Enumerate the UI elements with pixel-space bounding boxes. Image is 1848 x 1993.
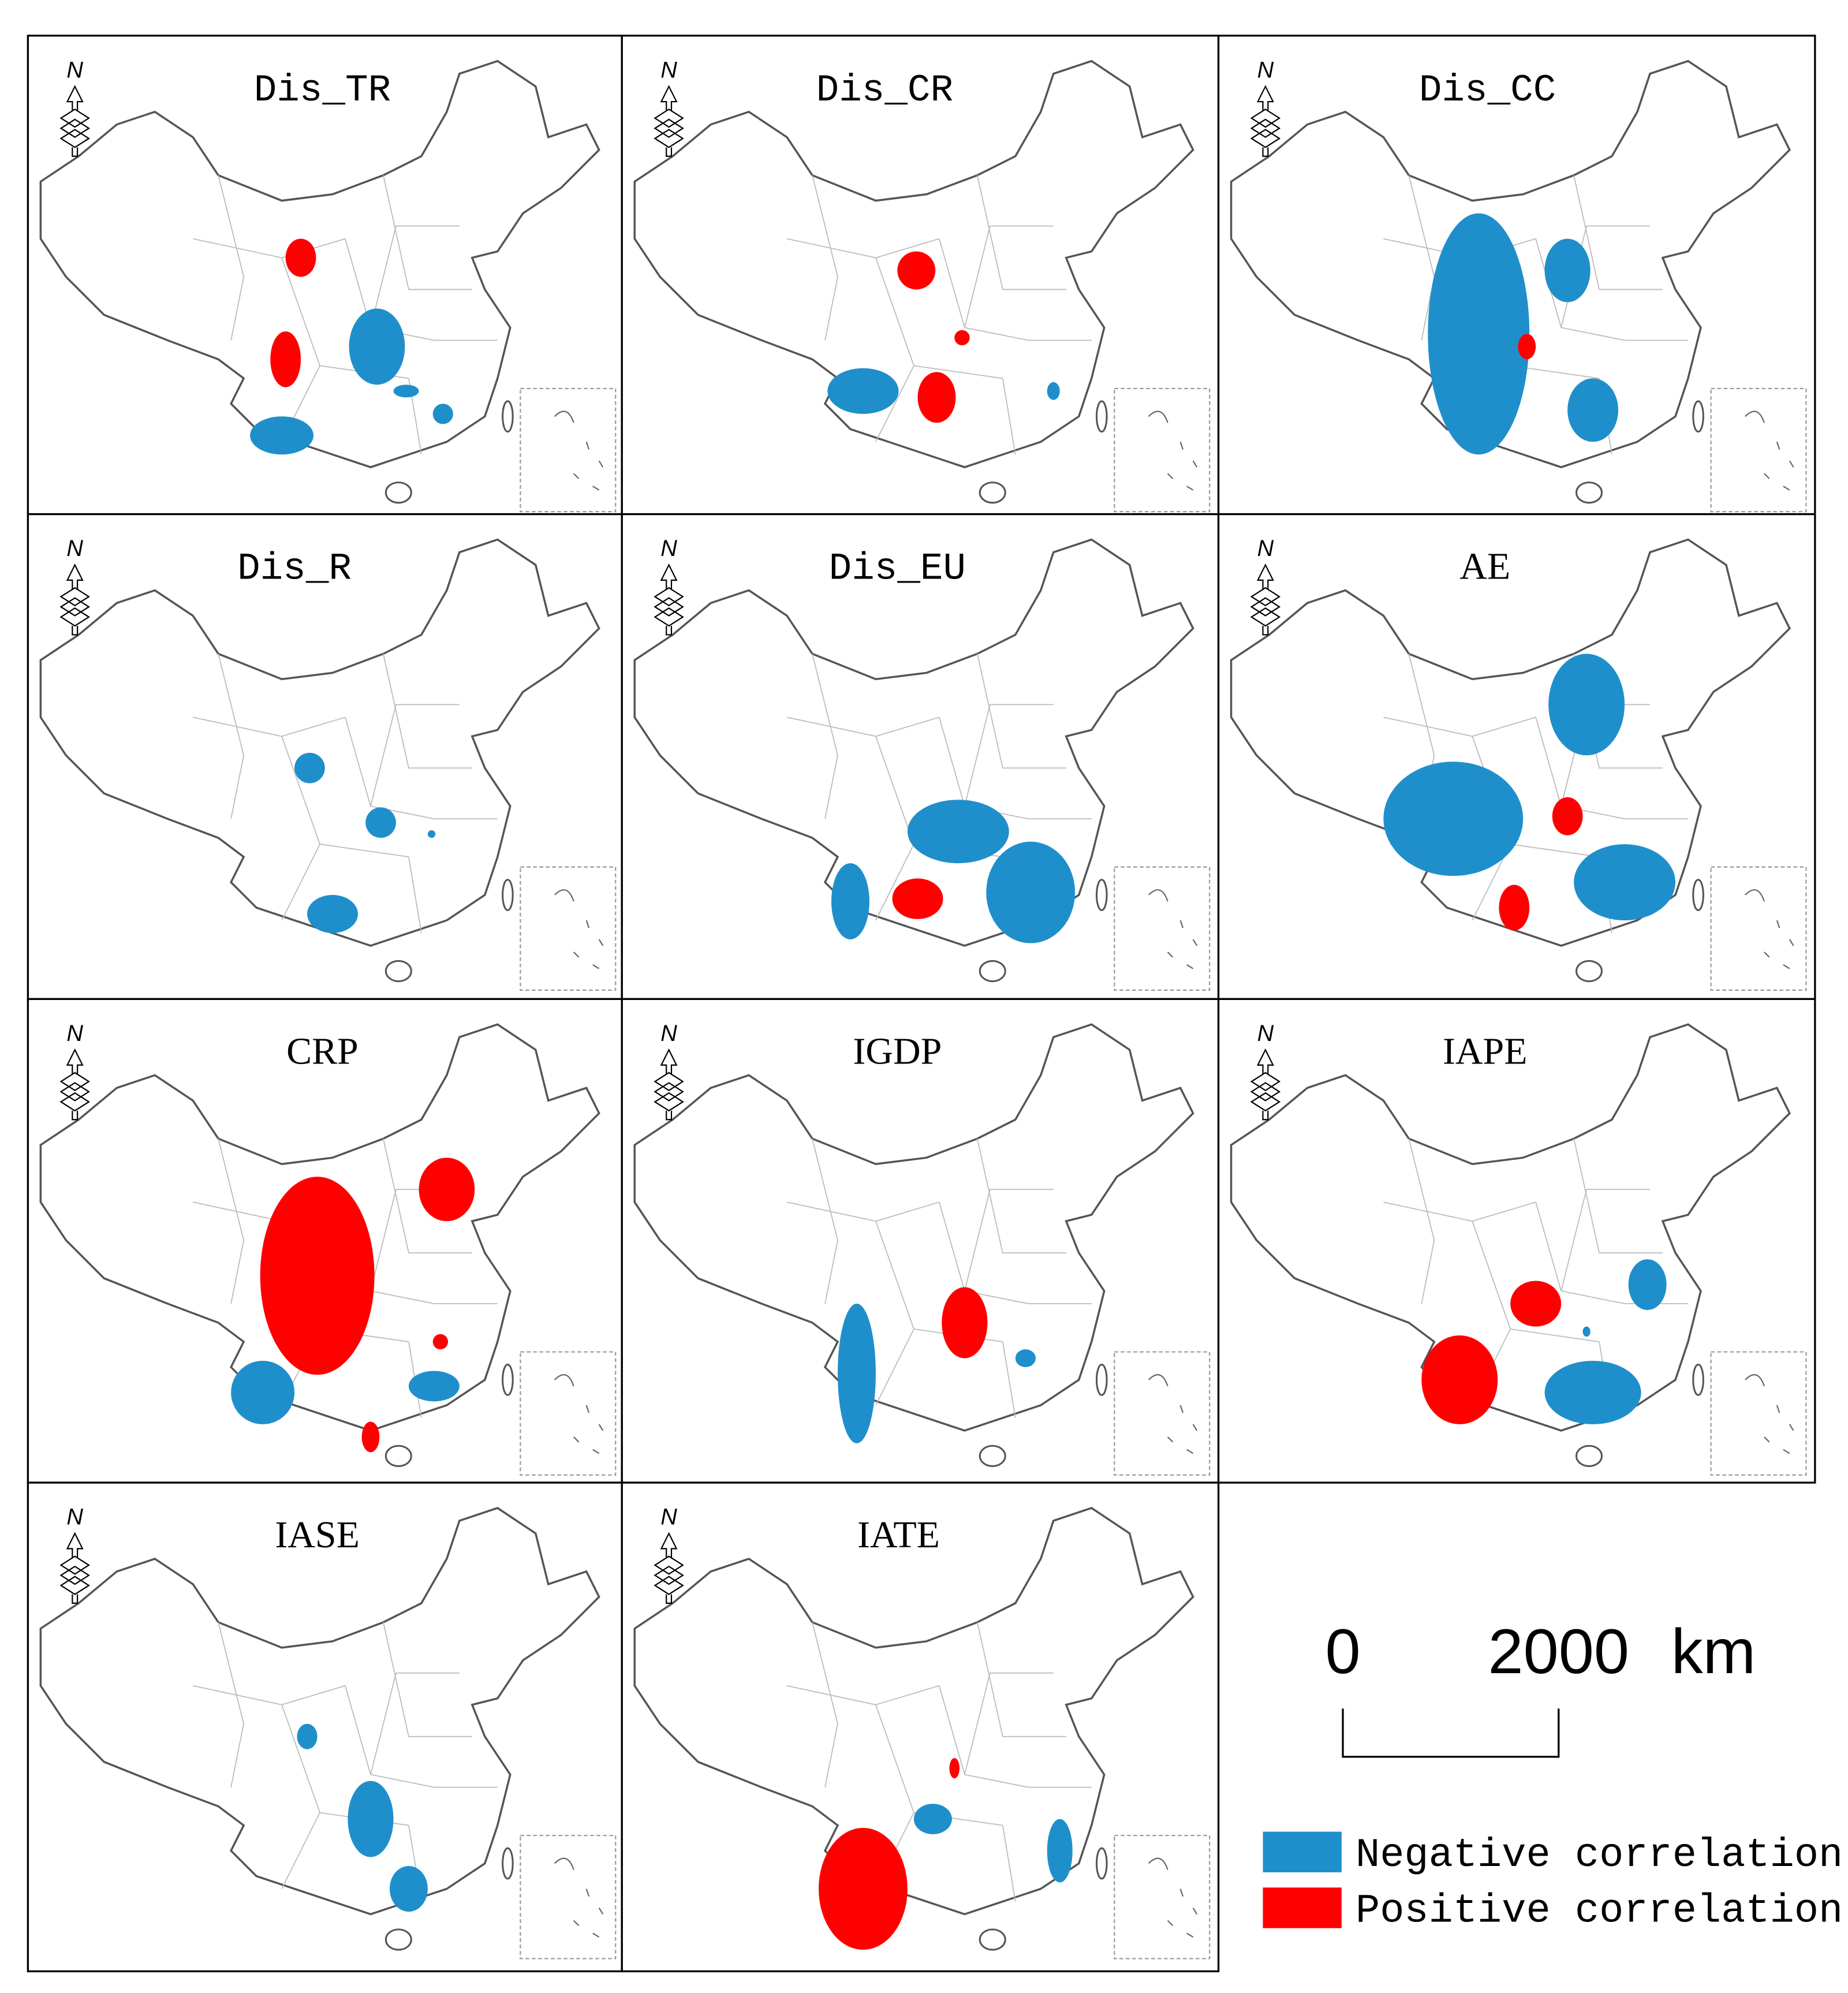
correlation-region xyxy=(1582,1326,1591,1337)
panel-title: CRP xyxy=(286,1031,359,1073)
correlation-region xyxy=(907,800,1009,864)
panel-title: Dis_CR xyxy=(816,69,953,112)
legend-swatch xyxy=(1263,1887,1342,1928)
correlation-region xyxy=(954,330,970,346)
map-panel: N IAPE xyxy=(1217,998,1816,1484)
correlation-region xyxy=(1510,1281,1562,1327)
correlation-region xyxy=(827,368,899,414)
map-panel: N Dis_R xyxy=(27,513,623,1001)
correlation-region xyxy=(393,385,419,398)
correlation-region xyxy=(1383,762,1524,876)
correlation-region xyxy=(432,404,453,424)
correlation-region xyxy=(294,752,325,783)
scale-bar xyxy=(1342,1708,1560,1758)
correlation-region xyxy=(307,895,358,934)
north-label: N xyxy=(660,1021,677,1046)
correlation-region xyxy=(260,1177,375,1375)
correlation-region xyxy=(348,1781,394,1857)
map-panel: N Dis_CC xyxy=(1217,35,1816,516)
north-label: N xyxy=(66,57,83,83)
correlation-region xyxy=(986,841,1076,943)
panel-title: Dis_CC xyxy=(1419,69,1556,112)
north-label: N xyxy=(1257,57,1274,83)
north-label: N xyxy=(660,57,677,83)
correlation-region xyxy=(1548,654,1625,756)
correlation-region xyxy=(285,238,316,277)
panel-title: IAPE xyxy=(1443,1031,1528,1073)
correlation-region xyxy=(838,1304,876,1443)
map-panel: N IGDP xyxy=(621,998,1220,1484)
north-label: N xyxy=(660,536,677,561)
legend-label: Negative correlation xyxy=(1356,1832,1843,1879)
correlation-region xyxy=(1574,844,1676,921)
panel-title: Dis_EU xyxy=(829,547,966,591)
correlation-region xyxy=(1518,334,1536,360)
correlation-region xyxy=(408,1371,460,1402)
correlation-region xyxy=(1015,1349,1036,1367)
correlation-region xyxy=(1499,884,1530,931)
panel-title: IGDP xyxy=(853,1031,942,1073)
correlation-region xyxy=(1567,378,1619,442)
correlation-region xyxy=(419,1158,475,1222)
correlation-region xyxy=(913,1804,952,1835)
north-label: N xyxy=(66,1505,83,1530)
map-panel: N Dis_CR xyxy=(621,35,1220,516)
correlation-region xyxy=(819,1828,908,1950)
correlation-region xyxy=(1628,1259,1667,1311)
map-panel: N CRP xyxy=(27,998,623,1484)
legend-label: Positive correlation xyxy=(1356,1889,1843,1935)
correlation-region xyxy=(1421,1335,1498,1424)
panel-title: AE xyxy=(1459,546,1510,588)
correlation-region xyxy=(892,878,943,919)
correlation-region xyxy=(1428,213,1530,455)
correlation-region xyxy=(917,372,956,423)
scale-start: 0 xyxy=(1325,1616,1360,1687)
correlation-region xyxy=(1047,382,1060,400)
correlation-region xyxy=(297,1723,318,1749)
legend-swatch xyxy=(1263,1831,1342,1872)
correlation-region xyxy=(1047,1819,1073,1883)
panel-title: Dis_R xyxy=(237,547,352,591)
scale-unit: km xyxy=(1671,1616,1756,1687)
correlation-region xyxy=(432,1334,449,1350)
correlation-region xyxy=(1544,238,1591,303)
correlation-region xyxy=(427,830,436,838)
correlation-region xyxy=(942,1287,988,1358)
north-label: N xyxy=(66,1021,83,1046)
north-label: N xyxy=(1257,536,1274,561)
panel-title: Dis_TR xyxy=(254,69,391,112)
correlation-region xyxy=(349,308,405,385)
correlation-region xyxy=(1552,797,1583,835)
correlation-region xyxy=(365,807,396,838)
scale-end: 2000 xyxy=(1488,1616,1629,1687)
correlation-region xyxy=(250,416,314,455)
correlation-region xyxy=(897,251,936,290)
north-label: N xyxy=(1257,1021,1274,1046)
correlation-region xyxy=(831,863,869,940)
map-panel: N Dis_EU xyxy=(621,513,1220,1001)
correlation-region xyxy=(231,1360,295,1424)
correlation-region xyxy=(949,1758,960,1779)
panel-title: IASE xyxy=(275,1514,360,1556)
north-label: N xyxy=(660,1505,677,1530)
map-panel: N IASE xyxy=(27,1481,623,1973)
correlation-region xyxy=(361,1421,380,1453)
correlation-region xyxy=(389,1865,428,1912)
map-panel: N Dis_TR xyxy=(27,35,623,516)
map-panel: N AE xyxy=(1217,513,1816,1001)
correlation-region xyxy=(270,331,301,387)
map-panel: N IATE xyxy=(621,1481,1220,1973)
correlation-region xyxy=(1544,1360,1641,1424)
north-label: N xyxy=(66,536,83,561)
panel-title: IATE xyxy=(857,1514,940,1556)
